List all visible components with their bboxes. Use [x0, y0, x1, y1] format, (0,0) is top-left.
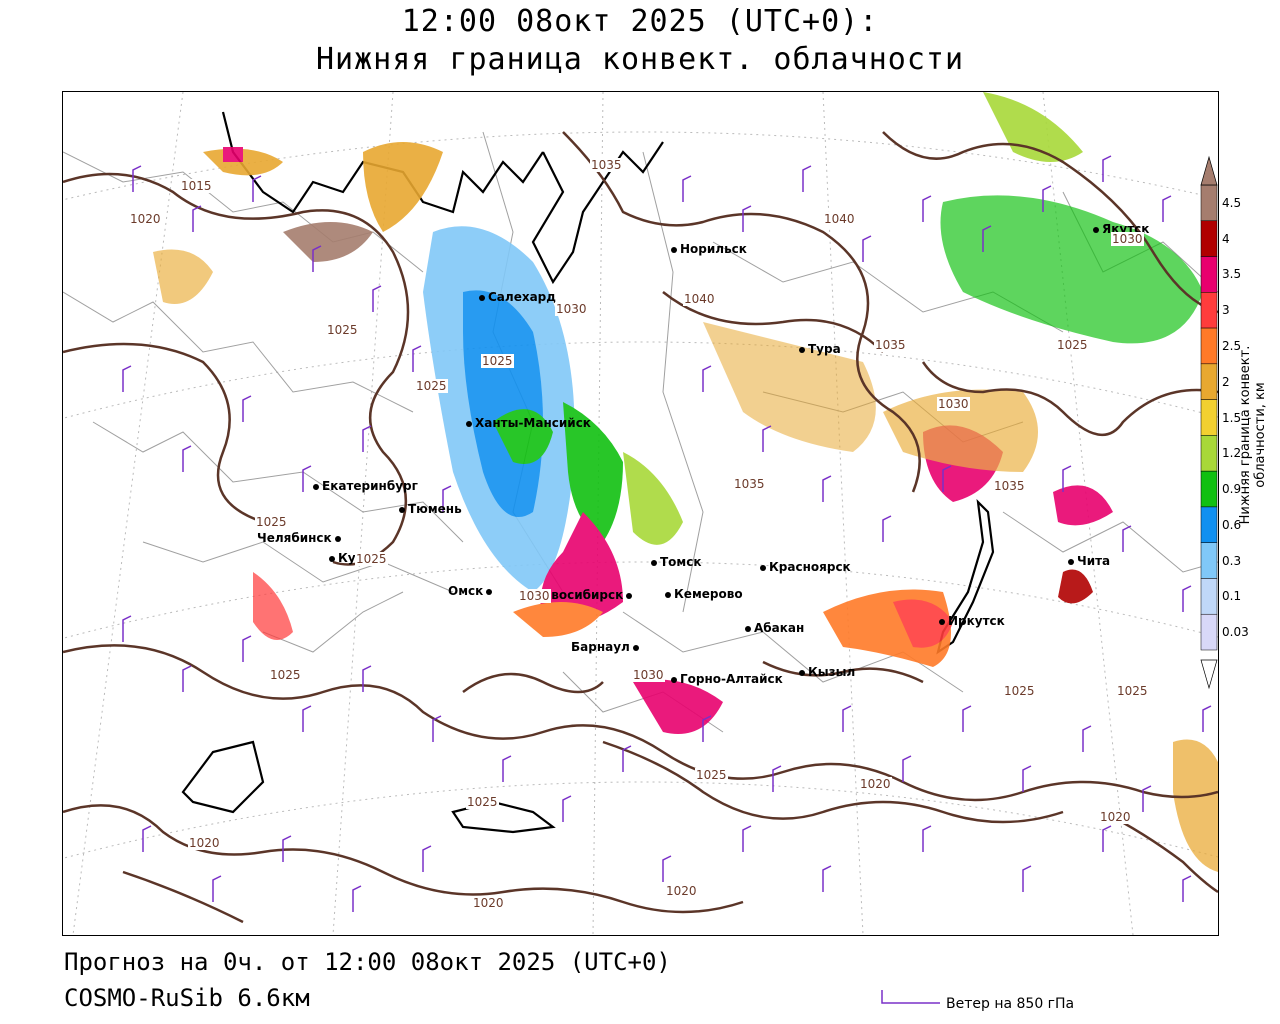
wind-legend-label: Ветер на 850 гПа — [946, 996, 1075, 1012]
colorbar-tick-label: 4.5 — [1222, 195, 1242, 210]
colorbar-tick-label: 3.5 — [1222, 267, 1242, 282]
colorbar-cell — [1200, 578, 1218, 615]
colorbar-tick-label: 4 — [1222, 231, 1230, 246]
city-label: Екатеринбург — [313, 479, 418, 493]
colorbar-cell — [1200, 220, 1218, 257]
colorbar-cell — [1200, 256, 1218, 293]
map-title: 12:00 08окт 2025 (UTC+0): — [401, 4, 879, 39]
colorbar-cell — [1200, 184, 1218, 222]
isobar-label: 1020 — [188, 836, 221, 850]
isobar-label: 1025 — [481, 354, 514, 368]
isobar-label: 1025 — [269, 668, 302, 682]
colorbar — [1200, 155, 1218, 690]
colorbar-tick-label: 0.3 — [1222, 553, 1242, 568]
colorbar-cell — [1200, 542, 1218, 579]
isobar-label: 1025 — [415, 379, 448, 393]
isobar-label: 1025 — [355, 552, 388, 566]
colorbar-cell — [1200, 435, 1218, 472]
forecast-info: Прогноз на 0ч. от 12:00 08окт 2025 (UTC+… — [64, 948, 671, 976]
isobar-label: 1035 — [993, 479, 1026, 493]
city-label: Ханты-Мансийск — [466, 416, 591, 430]
colorbar-tick-label: 0.9 — [1222, 482, 1242, 497]
isobar-label: 1035 — [590, 158, 623, 172]
colorbar-title: Нижняя граница конвект. облачности, км — [1238, 345, 1268, 525]
isobar-label: 1025 — [466, 795, 499, 809]
isobar-label: 1025 — [1056, 338, 1089, 352]
city-label: Салехард — [479, 290, 556, 304]
colorbar-tick-label: 0.1 — [1222, 589, 1242, 604]
city-label: Новосибирск — [533, 588, 635, 602]
colorbar-tick-label: 1.2 — [1222, 446, 1242, 461]
isobar-label: 1030 — [632, 668, 665, 682]
city-label: Тура — [799, 342, 841, 356]
colorbar-tick-label: 1.5 — [1222, 410, 1242, 425]
isobar-label: 1040 — [823, 212, 856, 226]
isobar-label: 1030 — [518, 589, 551, 603]
city-label: Кызыл — [799, 665, 855, 679]
city-label: Челябинск — [257, 531, 344, 545]
isobar-label: 1020 — [859, 777, 892, 791]
isobar-label: 1020 — [129, 212, 162, 226]
colorbar-cell — [1200, 363, 1218, 400]
isobar-label: 1025 — [326, 323, 359, 337]
isobar-label: 1025 — [695, 768, 728, 782]
wind-barb-legend-icon — [881, 990, 940, 1004]
isobar-label: 1035 — [874, 338, 907, 352]
weather-map[interactable]: Норильск Салехард Тура Якутск Ханты-Манс… — [62, 91, 1219, 936]
colorbar-cell — [1200, 470, 1218, 508]
isobar-label: 1040 — [683, 292, 716, 306]
isobar-label: 1020 — [1099, 810, 1132, 824]
city-label: Томск — [651, 555, 702, 569]
isobar-label: 1020 — [665, 884, 698, 898]
city-label: Красноярск — [760, 560, 851, 574]
colorbar-cell — [1200, 327, 1218, 365]
isobar-label: 1030 — [1111, 232, 1144, 246]
model-name: COSMO-RuSib 6.6км — [64, 984, 310, 1012]
colorbar-tick-label: 2 — [1222, 374, 1230, 389]
isobar-label: 1025 — [1116, 684, 1149, 698]
city-label: Кемерово — [665, 587, 743, 601]
city-label: Норильск — [671, 242, 747, 256]
city-label: Горно-Алтайск — [671, 672, 783, 686]
colorbar-cell — [1200, 613, 1218, 651]
isobar-label: 1020 — [472, 896, 505, 910]
isobar-label: 1035 — [733, 477, 766, 491]
city-label: Иркутск — [939, 614, 1005, 628]
isobar-label: 1025 — [1003, 684, 1036, 698]
map-graphics — [63, 92, 1218, 935]
city-label: Тюмень — [399, 502, 462, 516]
map-subtitle: Нижняя граница конвект. облачности — [315, 42, 965, 77]
colorbar-tick-label: 3 — [1222, 303, 1230, 318]
colorbar-tick-label: 2.5 — [1222, 338, 1242, 353]
colorbar-cell — [1200, 506, 1218, 543]
isobar-label: 1030 — [937, 397, 970, 411]
isobar-label: 1030 — [555, 302, 588, 316]
city-label: Чита — [1068, 554, 1110, 568]
colorbar-tick-label: 0.03 — [1222, 625, 1249, 640]
isobar-label: 1015 — [180, 179, 213, 193]
city-label: Абакан — [745, 621, 804, 635]
city-label: Барнаул — [571, 640, 642, 654]
colorbar-tick-label: 0.6 — [1222, 517, 1242, 532]
city-label: Омск — [448, 584, 495, 598]
isobar-label: 1025 — [255, 515, 288, 529]
colorbar-cell — [1200, 399, 1218, 436]
colorbar-cell — [1200, 292, 1218, 329]
